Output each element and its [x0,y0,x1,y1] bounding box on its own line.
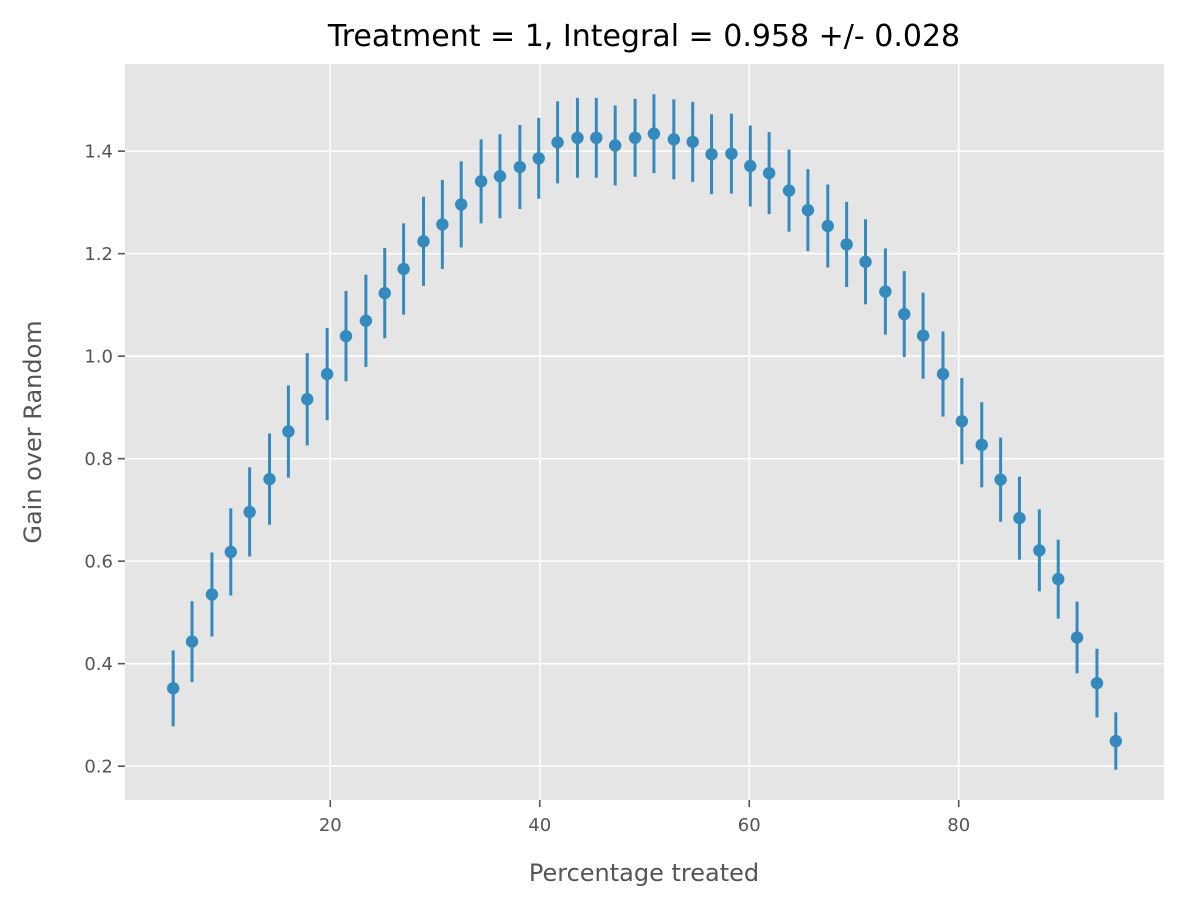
chart-title: Treatment = 1, Integral = 0.958 +/- 0.02… [327,19,960,54]
y-tick-label: 1.0 [84,347,113,368]
data-point [205,588,219,601]
data-point [493,170,507,183]
y-axis-ticks: 0.2 0.4 0.6 0.8 1.0 1.2 1.4 [84,142,125,778]
data-point [474,175,488,188]
y-tick-label: 1.2 [84,244,113,265]
data-point [975,438,988,452]
data-point [916,329,930,342]
data-point [955,415,969,428]
x-tick-label: 40 [528,815,551,836]
data-point [243,505,256,519]
data-point [590,131,603,145]
data-point [320,367,334,381]
data-point [359,314,373,327]
data-point [1109,734,1123,748]
data-point [744,159,757,173]
data-point [571,131,584,145]
data-point [282,425,295,438]
data-point [840,238,853,251]
data-point [628,131,642,145]
data-point [1052,572,1065,586]
y-tick-label: 0.6 [84,552,113,573]
y-tick-label: 0.8 [84,449,113,470]
data-point [185,635,199,648]
data-point [339,329,353,343]
data-point [301,392,314,406]
data-series [166,94,1123,770]
y-axis-label: Gain over Random [19,320,47,543]
data-point [859,255,872,269]
data-point [1013,511,1026,525]
data-point [397,262,410,276]
data-point [436,218,449,231]
data-point [821,219,834,233]
data-point [551,136,564,149]
data-point [1070,631,1084,644]
data-point [801,203,815,217]
data-point [879,285,892,298]
data-point [667,133,681,146]
plot-area-background [125,64,1164,800]
data-point [705,148,718,161]
data-point [455,198,468,211]
y-tick-label: 1.4 [84,142,113,163]
x-axis-label: Percentage treated [529,859,759,887]
data-point [224,545,237,559]
x-axis-ticks: 20 40 60 80 [319,800,970,836]
x-tick-label: 20 [319,815,342,836]
x-tick-label: 80 [947,815,970,836]
data-point [898,307,911,321]
data-point [263,472,276,486]
data-point [1090,676,1104,690]
x-tick-label: 60 [738,815,761,836]
data-point [725,147,738,160]
data-point [608,139,622,152]
y-tick-label: 0.2 [84,757,113,778]
data-point [762,166,776,180]
data-point [936,367,950,381]
data-point [686,135,699,149]
data-point [513,160,527,174]
data-point [647,127,661,140]
data-point [166,682,180,695]
data-point [417,235,430,248]
data-point [532,152,545,165]
data-point [378,286,391,300]
y-tick-label: 0.4 [84,654,113,675]
data-point [1033,544,1046,557]
data-point [994,473,1007,486]
series-layer [166,94,1123,770]
data-point [782,184,796,197]
